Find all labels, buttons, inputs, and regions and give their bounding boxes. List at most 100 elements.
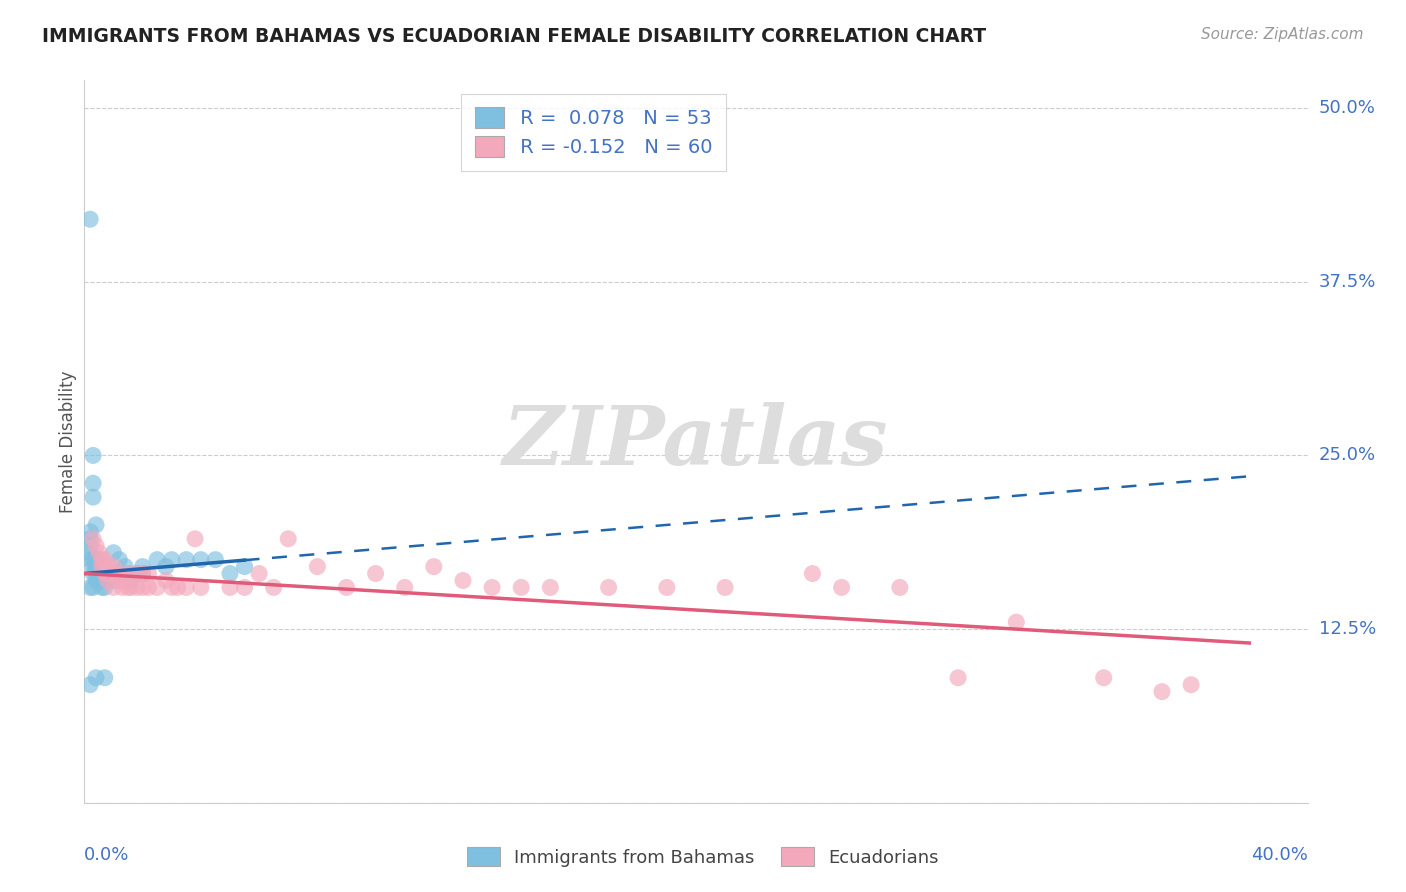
Point <box>233 581 256 595</box>
Point <box>166 581 188 595</box>
Point <box>155 574 177 588</box>
Point <box>90 559 112 574</box>
Point <box>97 574 120 588</box>
Text: IMMIGRANTS FROM BAHAMAS VS ECUADORIAN FEMALE DISABILITY CORRELATION CHART: IMMIGRANTS FROM BAHAMAS VS ECUADORIAN FE… <box>42 27 986 45</box>
Point <box>131 566 153 581</box>
Point <box>138 581 160 595</box>
Point <box>155 559 177 574</box>
Point <box>174 552 197 566</box>
Point <box>131 581 153 595</box>
Point <box>117 566 139 581</box>
Point <box>307 559 329 574</box>
Point <box>97 559 120 574</box>
Point <box>1150 684 1173 698</box>
Point <box>108 566 131 581</box>
Point <box>84 574 107 588</box>
Point <box>103 546 125 560</box>
Text: 37.5%: 37.5% <box>1319 273 1376 291</box>
Point <box>125 566 148 581</box>
Point <box>146 581 169 595</box>
Point <box>79 532 101 546</box>
Point <box>831 581 853 595</box>
Point <box>79 581 101 595</box>
Point <box>84 517 107 532</box>
Point <box>84 539 107 553</box>
Point <box>247 566 270 581</box>
Point <box>598 581 620 595</box>
Point <box>219 581 242 595</box>
Point <box>131 559 153 574</box>
Point <box>801 566 824 581</box>
Point <box>90 566 112 581</box>
Point <box>120 574 142 588</box>
Text: 40.0%: 40.0% <box>1251 847 1308 864</box>
Point <box>394 581 416 595</box>
Text: Source: ZipAtlas.com: Source: ZipAtlas.com <box>1201 27 1364 42</box>
Point <box>84 559 107 574</box>
Text: 50.0%: 50.0% <box>1319 99 1375 117</box>
Point <box>1005 615 1028 630</box>
Point <box>510 581 533 595</box>
Point <box>79 524 101 539</box>
Point <box>82 581 104 595</box>
Point <box>79 678 101 692</box>
Point <box>93 581 115 595</box>
Point <box>714 581 737 595</box>
Point <box>93 671 115 685</box>
Point <box>184 532 207 546</box>
Point <box>114 559 136 574</box>
Point <box>79 212 101 227</box>
Point <box>82 449 104 463</box>
Point <box>108 552 131 566</box>
Point <box>190 552 212 566</box>
Point <box>277 532 299 546</box>
Point <box>79 552 101 566</box>
Point <box>117 581 139 595</box>
Point <box>111 581 134 595</box>
Legend: Immigrants from Bahamas, Ecuadorians: Immigrants from Bahamas, Ecuadorians <box>460 840 946 874</box>
Point <box>146 552 169 566</box>
Point <box>364 566 387 581</box>
Point <box>82 566 104 581</box>
Point <box>79 539 101 553</box>
Point <box>90 581 112 595</box>
Point <box>423 559 446 574</box>
Point <box>93 566 115 581</box>
Point <box>82 532 104 546</box>
Text: ZIPatlas: ZIPatlas <box>503 401 889 482</box>
Point <box>451 574 474 588</box>
Point <box>97 566 120 581</box>
Point <box>263 581 285 595</box>
Point <box>655 581 678 595</box>
Point <box>1092 671 1115 685</box>
Point <box>538 581 561 595</box>
Point <box>103 574 125 588</box>
Point <box>946 671 969 685</box>
Text: 25.0%: 25.0% <box>1319 446 1376 465</box>
Text: 0.0%: 0.0% <box>84 847 129 864</box>
Point <box>84 566 107 581</box>
Point <box>131 566 153 581</box>
Legend:  R =  0.078   N = 53,  R = -0.152   N = 60: R = 0.078 N = 53, R = -0.152 N = 60 <box>461 94 725 171</box>
Point <box>90 559 112 574</box>
Point <box>103 581 125 595</box>
Point <box>93 559 115 574</box>
Point <box>82 552 104 566</box>
Point <box>100 566 122 581</box>
Point <box>93 574 115 588</box>
Point <box>138 566 160 581</box>
Point <box>219 566 242 581</box>
Point <box>97 574 120 588</box>
Point <box>125 581 148 595</box>
Point <box>87 552 110 566</box>
Text: 12.5%: 12.5% <box>1319 620 1376 638</box>
Point <box>93 552 115 566</box>
Point <box>84 671 107 685</box>
Point <box>93 566 115 581</box>
Point <box>97 566 120 581</box>
Point <box>82 559 104 574</box>
Point <box>233 559 256 574</box>
Point <box>87 566 110 581</box>
Point <box>160 581 183 595</box>
Point <box>335 581 357 595</box>
